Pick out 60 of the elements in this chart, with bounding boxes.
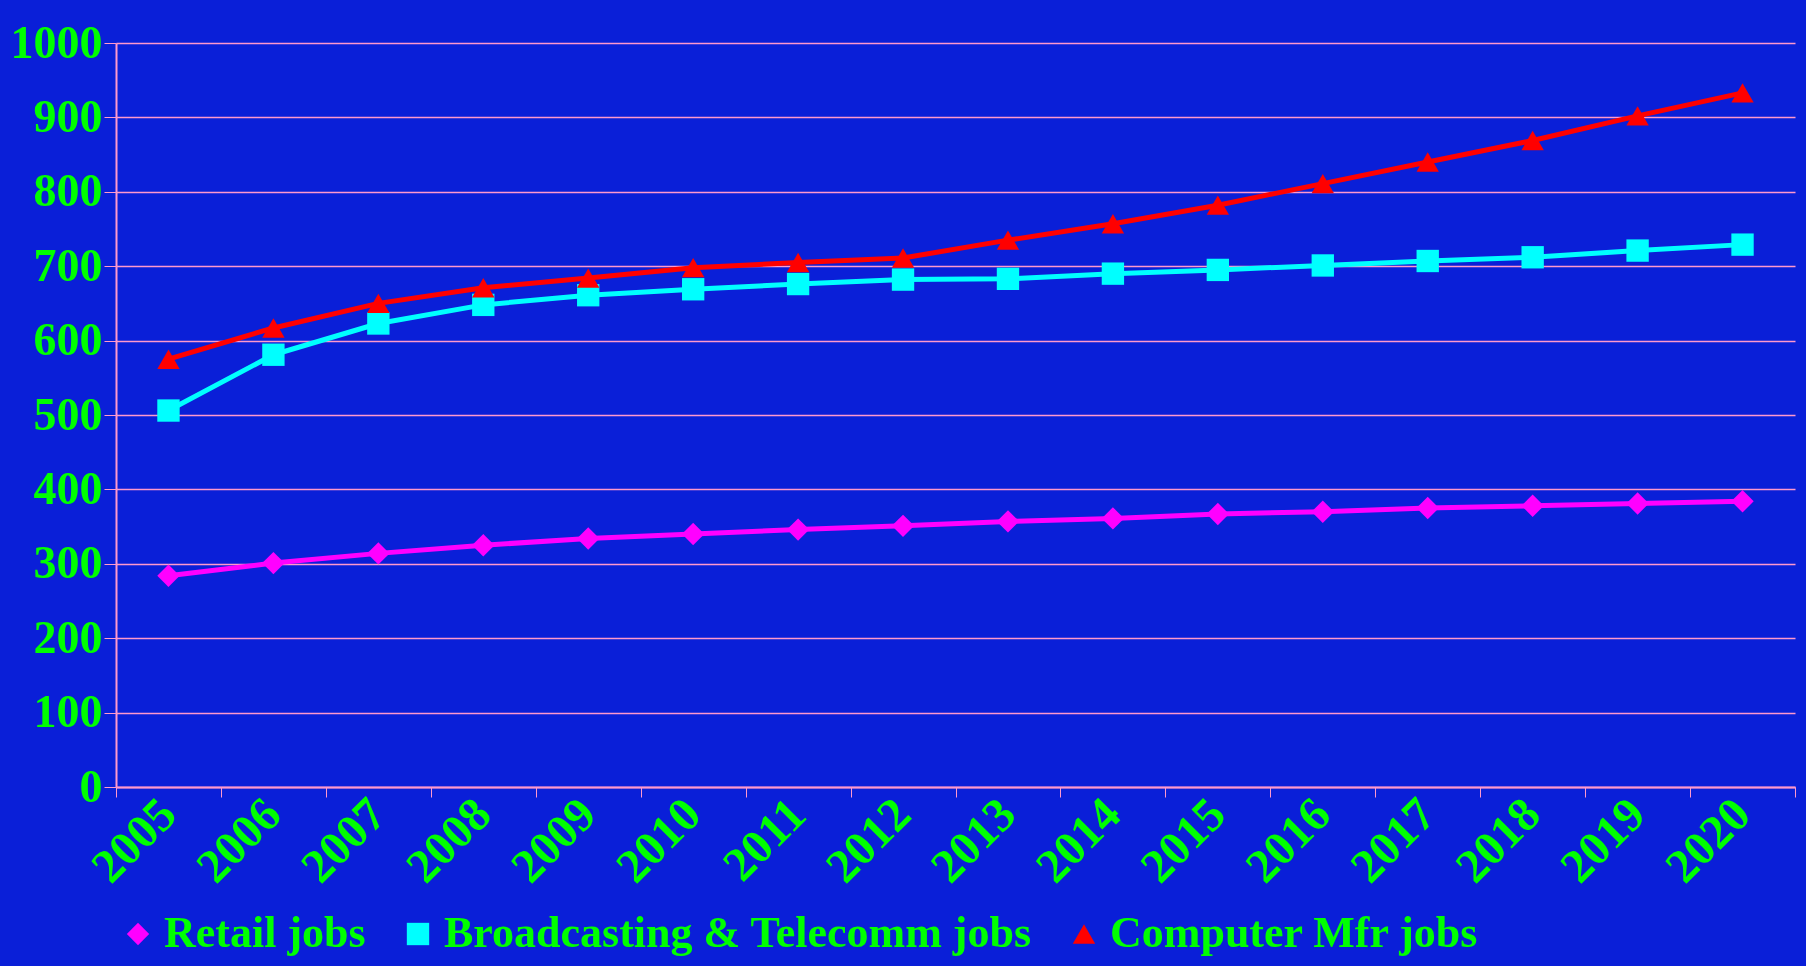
y-tick-label: 600 xyxy=(33,314,103,366)
point xyxy=(1311,254,1334,277)
point xyxy=(577,527,600,550)
point xyxy=(891,268,915,291)
point xyxy=(262,318,285,338)
point xyxy=(1416,249,1439,273)
y-tick-label: 200 xyxy=(33,611,103,663)
point xyxy=(1416,496,1439,520)
y-tick-label: 1000 xyxy=(10,16,103,68)
y-tick-label: 800 xyxy=(33,165,103,217)
point xyxy=(1521,246,1544,269)
y-tick-label: 300 xyxy=(33,537,103,589)
y-tick-label: 500 xyxy=(33,388,103,440)
legend-label: Retail jobs xyxy=(164,908,366,957)
point xyxy=(1731,233,1754,256)
point xyxy=(996,510,1020,533)
point xyxy=(1206,502,1230,526)
point xyxy=(1101,214,1125,234)
point xyxy=(681,258,705,278)
point xyxy=(1101,262,1125,285)
point xyxy=(1416,152,1439,172)
x-tick-label: 2011 xyxy=(712,786,816,891)
point xyxy=(681,522,705,546)
point xyxy=(1521,130,1544,151)
point xyxy=(472,534,495,557)
point xyxy=(786,272,810,296)
point xyxy=(157,349,180,369)
point xyxy=(367,312,390,335)
point xyxy=(1626,492,1649,515)
point xyxy=(1731,490,1754,513)
point xyxy=(157,564,180,587)
point xyxy=(367,542,390,565)
point xyxy=(472,278,495,298)
point xyxy=(262,551,285,575)
point xyxy=(1206,195,1230,215)
point xyxy=(786,252,810,273)
point xyxy=(577,268,600,288)
point xyxy=(157,399,180,422)
y-tick-label: 700 xyxy=(33,239,103,291)
point xyxy=(367,293,390,314)
point xyxy=(1206,258,1230,282)
point xyxy=(262,343,285,366)
point xyxy=(786,518,810,541)
point xyxy=(996,230,1020,250)
point xyxy=(1311,173,1334,194)
point xyxy=(1311,500,1334,523)
point xyxy=(681,278,705,301)
point xyxy=(996,267,1020,291)
point xyxy=(1626,106,1649,126)
point xyxy=(1626,239,1649,262)
legend-label: Computer Mfr jobs xyxy=(1110,908,1478,957)
legend-label: Broadcasting & Telecomm jobs xyxy=(444,908,1032,957)
y-tick-label: 100 xyxy=(33,686,103,738)
point xyxy=(1521,494,1544,517)
y-tick-label: 900 xyxy=(33,90,103,142)
point xyxy=(891,248,915,268)
point xyxy=(1101,507,1125,530)
point xyxy=(891,514,915,538)
y-tick-label: 400 xyxy=(33,462,103,514)
point xyxy=(1731,83,1754,103)
